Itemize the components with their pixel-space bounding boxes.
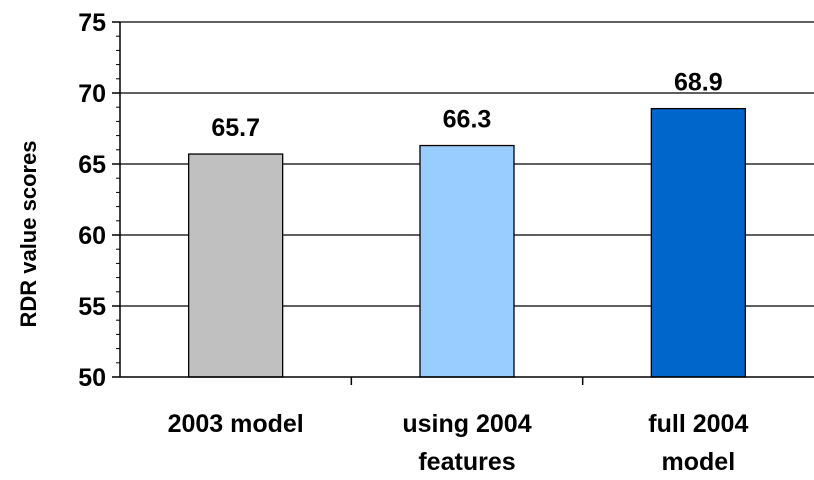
y-tick-label: 55 bbox=[78, 293, 106, 321]
axes bbox=[119, 22, 814, 378]
bar bbox=[650, 107, 746, 378]
category-labels: 2003 model using 2004 features full 2004 mod… bbox=[168, 410, 749, 476]
category-label: features bbox=[418, 448, 515, 476]
y-tick-label: 70 bbox=[78, 80, 106, 108]
y-ticks: 50 55 60 65 70 75 bbox=[78, 9, 120, 392]
data-label: 65.7 bbox=[211, 114, 260, 142]
y-tick-label: 50 bbox=[78, 364, 106, 392]
data-label: 66.3 bbox=[443, 106, 492, 134]
category-label: full 2004 bbox=[648, 410, 748, 438]
bars bbox=[188, 107, 746, 378]
y-tick-label: 75 bbox=[78, 9, 106, 37]
y-axis-title: RDR value scores bbox=[16, 140, 41, 327]
data-labels: 65.7 66.3 68.9 bbox=[211, 69, 722, 142]
data-label: 68.9 bbox=[674, 69, 723, 97]
category-label: model bbox=[662, 448, 736, 476]
y-tick-label: 60 bbox=[78, 222, 106, 250]
y-tick-label: 65 bbox=[78, 151, 106, 179]
bar bbox=[188, 153, 284, 378]
bar bbox=[419, 144, 515, 378]
category-label: 2003 model bbox=[168, 410, 304, 438]
category-label: using 2004 bbox=[402, 410, 531, 438]
x-ticks bbox=[350, 377, 584, 385]
